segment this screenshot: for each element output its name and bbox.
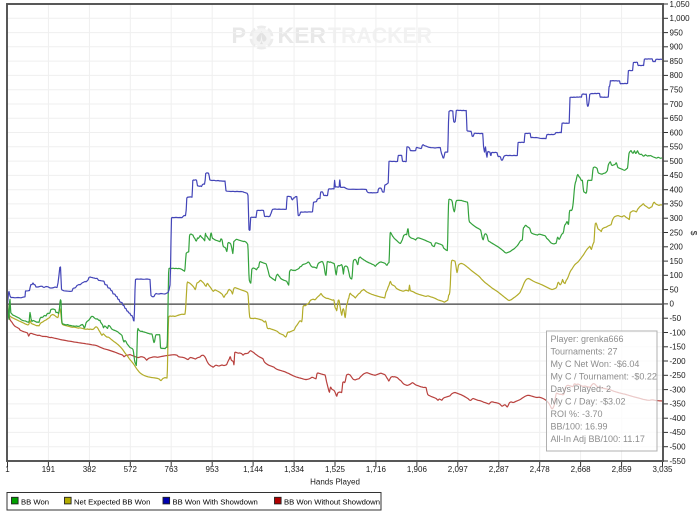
svg-text:300: 300 [670,214,684,223]
svg-text:-450: -450 [670,428,687,437]
svg-text:950: 950 [670,28,684,37]
svg-text:-550: -550 [670,457,687,466]
svg-text:550: 550 [670,143,684,152]
svg-text:Tournaments: 27: Tournaments: 27 [551,347,618,357]
svg-text:-250: -250 [670,371,687,380]
svg-text:KER: KER [278,23,327,48]
svg-text:-400: -400 [670,414,687,423]
svg-text:TRACKER: TRACKER [328,23,432,48]
svg-text:3,035: 3,035 [652,465,673,474]
svg-text:650: 650 [670,114,684,123]
svg-text:572: 572 [124,465,138,474]
svg-text:1,334: 1,334 [284,465,305,474]
svg-text:P: P [232,23,247,48]
svg-text:-100: -100 [670,328,687,337]
svg-text:450: 450 [670,171,684,180]
svg-text:100: 100 [670,271,684,280]
svg-text:-350: -350 [670,400,687,409]
svg-text:-50: -50 [670,314,682,323]
svg-text:700: 700 [670,100,684,109]
svg-text:Days Played: 2: Days Played: 2 [551,384,612,394]
svg-text:BB Won Without Showdown: BB Won Without Showdown [284,497,380,506]
svg-text:250: 250 [670,228,684,237]
svg-text:Hands Played: Hands Played [310,478,360,487]
svg-text:150: 150 [670,257,684,266]
svg-text:191: 191 [42,465,56,474]
svg-text:50: 50 [670,285,679,294]
svg-text:350: 350 [670,200,684,209]
svg-text:My C / Tournament: -$0.22: My C / Tournament: -$0.22 [551,372,657,382]
svg-text:2,859: 2,859 [612,465,633,474]
svg-text:2,287: 2,287 [489,465,510,474]
svg-text:BB Won: BB Won [21,497,49,506]
svg-text:-150: -150 [670,343,687,352]
svg-text:1,144: 1,144 [243,465,264,474]
svg-text:953: 953 [206,465,220,474]
svg-text:763: 763 [165,465,179,474]
svg-text:750: 750 [670,86,684,95]
svg-text:ROI %: -3.70: ROI %: -3.70 [551,409,603,419]
svg-text:$: $ [689,231,699,236]
svg-text:1,525: 1,525 [325,465,346,474]
svg-text:2,668: 2,668 [571,465,592,474]
svg-text:400: 400 [670,186,684,195]
svg-text:All-In Adj BB/100: 11.17: All-In Adj BB/100: 11.17 [551,434,645,444]
svg-text:My C Net Won: -$6.04: My C Net Won: -$6.04 [551,359,640,369]
svg-text:200: 200 [670,243,684,252]
svg-text:800: 800 [670,71,684,80]
svg-text:382: 382 [83,465,97,474]
svg-text:500: 500 [670,157,684,166]
svg-text:0: 0 [670,300,675,309]
svg-text:BB/100: 16.99: BB/100: 16.99 [551,422,608,432]
svg-text:1,716: 1,716 [366,465,387,474]
svg-text:My C / Day: -$3.02: My C / Day: -$3.02 [551,397,626,407]
svg-text:Player: grenka666: Player: grenka666 [551,334,624,344]
svg-text:Net Expected BB Won: Net Expected BB Won [74,497,150,506]
svg-text:1: 1 [5,465,10,474]
svg-text:BB Won With Showdown: BB Won With Showdown [173,497,258,506]
svg-text:-200: -200 [670,357,687,366]
svg-text:600: 600 [670,128,684,137]
svg-text:-300: -300 [670,385,687,394]
svg-text:1,906: 1,906 [407,465,428,474]
svg-text:1,050: 1,050 [670,0,691,9]
svg-text:-500: -500 [670,443,687,452]
svg-text:850: 850 [670,57,684,66]
svg-text:2,097: 2,097 [448,465,469,474]
svg-text:2,478: 2,478 [530,465,551,474]
svg-text:1,000: 1,000 [670,14,691,23]
svg-text:900: 900 [670,43,684,52]
